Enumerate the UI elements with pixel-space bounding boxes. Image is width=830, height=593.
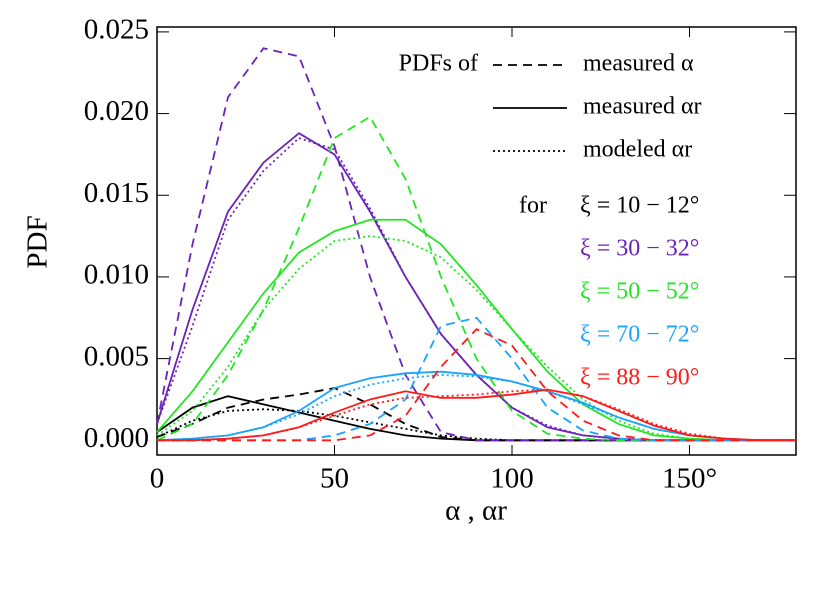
pdf-line: [156, 235, 796, 442]
legend-label: measured αr: [583, 94, 702, 120]
legend-label: ξ = 10 − 12°: [580, 193, 699, 219]
x-axis-label: α , αr: [445, 495, 507, 527]
legend-title: PDFs of: [399, 51, 478, 77]
y-axis-label: PDF: [22, 215, 54, 268]
pdf-line: [156, 387, 796, 442]
pdf-line: [157, 388, 796, 442]
legend-label: ξ = 88 − 90°: [580, 365, 699, 391]
y-tick-label: 0.010: [84, 259, 149, 291]
legend-label: ξ = 50 − 52°: [580, 279, 699, 305]
groups-title: for: [519, 193, 547, 219]
pdf-line: [156, 132, 796, 442]
legend-label: ξ = 70 − 72°: [580, 322, 699, 348]
plot-frame: [156, 26, 797, 456]
y-tick-label: 0.000: [84, 422, 149, 454]
y-tick-label: 0.025: [84, 14, 149, 46]
pdf-line: [156, 115, 796, 442]
pdf-line: [156, 137, 796, 442]
legend-label: ξ = 30 − 32°: [580, 236, 699, 262]
x-tick-label: 150°: [662, 463, 717, 495]
y-tick-label: 0.020: [84, 95, 149, 127]
pdf-line: [156, 395, 796, 442]
pdf-line: [156, 408, 796, 442]
y-tick-label: 0.005: [84, 340, 149, 372]
x-tick-label: 100: [490, 463, 534, 495]
x-tick-label: 50: [320, 463, 349, 495]
legend-label: measured α: [583, 51, 694, 77]
legend-label: modeled αr: [583, 137, 692, 163]
pdf-line: [156, 218, 796, 442]
pdf-line: [156, 374, 796, 442]
pdf-line: [157, 388, 796, 442]
y-tick-label: 0.015: [84, 177, 149, 209]
pdf-line: [157, 328, 796, 442]
x-tick-label: 0: [150, 463, 165, 495]
pdf-line: [157, 316, 796, 442]
